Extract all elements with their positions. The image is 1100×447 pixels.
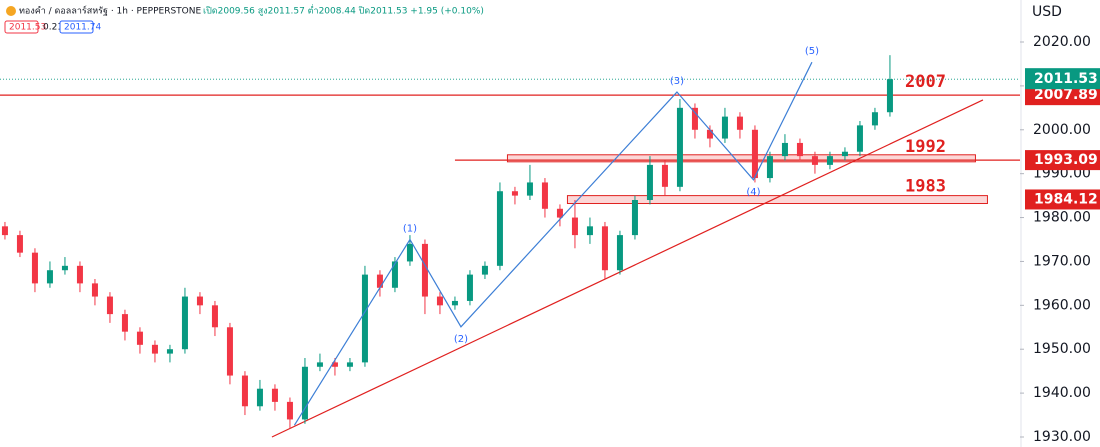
candle-body [466,274,473,301]
price-tag [1025,85,1100,106]
candle-body [16,235,23,253]
candle-body [781,142,788,157]
candle-body [736,116,743,130]
candle-body [226,327,233,376]
symbol-icon [6,6,16,16]
candle-body [631,199,638,236]
candle-body [121,314,128,332]
candle-body [871,112,878,126]
candle-body [451,300,458,306]
candle-body [646,164,653,200]
candle-body [271,388,278,402]
candle-body [256,388,263,407]
candle-body [556,208,563,218]
candle-body [676,107,683,187]
level-note: 1983 [905,176,946,196]
last-price-tag [1025,68,1100,90]
symbol: ทองคำ / ดอลลาร์สหรัฐ · 1h · PEPPERSTONE [19,5,201,17]
candle-body [181,296,188,350]
wave-label: (3) [670,76,684,87]
candle-body [766,156,773,179]
candle-body [406,243,413,262]
candle-body [61,265,68,271]
price-tag [1025,189,1100,210]
bid-badge[interactable] [4,20,39,34]
y-tick-label: 1980.00 [1033,210,1091,226]
y-tick-label: 1970.00 [1033,253,1091,269]
candle-body [331,362,338,367]
candle-body [661,164,668,187]
candle-body [796,142,803,157]
ask: 2011.74 [64,23,101,33]
candle-body [586,226,593,236]
candle-body [301,366,308,420]
candle-body [691,107,698,130]
candle-body [841,151,848,157]
candle-body [91,283,98,297]
y-tick-label: 1950.00 [1033,341,1091,357]
candle-body [526,182,533,196]
candle-body [346,362,353,367]
candle-body [826,156,833,165]
candle-body [751,129,758,179]
candle-body [886,79,893,113]
y-tick-label: 1960.00 [1033,297,1091,313]
candle-body [811,156,818,165]
wave-line [293,61,813,426]
price-tag-label: 2007.89 [1034,87,1098,103]
candle-body [436,296,443,306]
y-tick-label: 2020.00 [1033,34,1091,50]
zone [566,195,988,205]
price-tag-label: 1984.12 [1034,191,1098,207]
candle-body [541,182,548,209]
candle-body [856,125,863,152]
candle-body [571,217,578,236]
candle-body [316,362,323,367]
trendline [271,99,984,438]
zone [506,154,976,163]
candle-body [211,305,218,328]
last-price-label: 2011.53 [1034,71,1098,87]
currency[interactable]: USD [1032,4,1062,20]
candle-body [241,375,248,407]
candle-body [46,270,53,284]
candle-body [151,344,158,354]
y-tick-label: 1930.00 [1033,429,1091,445]
wave-label: (2) [454,334,468,345]
candle-body [1,226,8,236]
y-tick-label: 2000.00 [1033,122,1091,138]
candle-body [496,191,503,266]
candle-body [106,296,113,315]
price-tag [1025,150,1100,171]
candle-body [391,261,398,288]
bid: 2011.53 [9,23,46,33]
candle-body [196,296,203,306]
ohlc: เปิด2009.56 สูง2011.57 ต่ำ2008.44 ปิด201… [203,4,484,17]
level-note: 2007 [905,72,946,92]
candle-body [601,226,608,271]
wave-label: (4) [746,187,760,198]
candle-body [136,331,143,345]
candle-body [706,129,713,139]
candle-body [76,265,83,284]
wave-label: (5) [805,46,819,57]
y-tick-label: 1940.00 [1033,385,1091,401]
candle-body [31,252,38,284]
candle-body [361,274,368,363]
candle-body [481,265,488,275]
wave-label: (1) [403,223,417,234]
candle-body [286,401,293,420]
level-note: 1992 [905,137,946,157]
candle-body [721,116,728,139]
ask-badge[interactable] [59,20,94,34]
candle-body [616,235,623,271]
candle-body [511,191,518,196]
price-tag-label: 1993.09 [1034,152,1098,168]
spread: 0.21 [43,23,63,33]
candle-body [421,243,428,297]
candle-body [376,274,383,288]
candle-body [166,349,173,354]
